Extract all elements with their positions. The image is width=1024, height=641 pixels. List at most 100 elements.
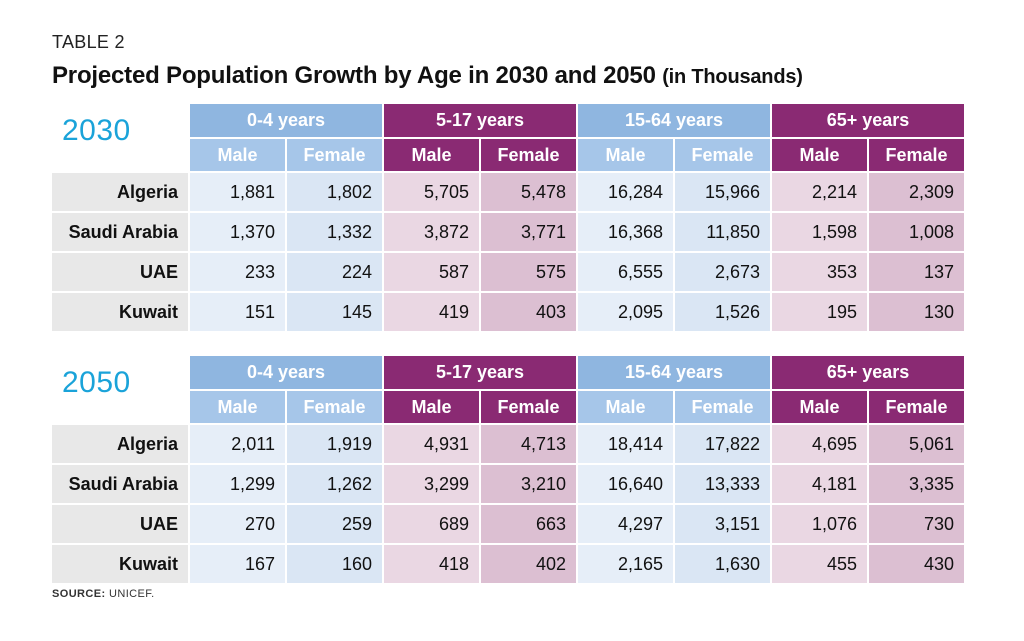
table-cell: 233 xyxy=(190,253,287,293)
table-cell: 5,061 xyxy=(869,425,966,465)
table-cell: 18,414 xyxy=(578,425,675,465)
table-cell: 689 xyxy=(384,505,481,545)
source-label: SOURCE: xyxy=(52,588,106,600)
table-cell: 419 xyxy=(384,293,481,333)
age-group-header: 5-17 years xyxy=(384,104,578,139)
year-label: 2050 xyxy=(62,366,131,399)
table-cell: 2,309 xyxy=(869,173,966,213)
table-cell: 455 xyxy=(772,545,869,585)
table-cell: 2,214 xyxy=(772,173,869,213)
title-text: Projected Population Growth by Age in 20… xyxy=(52,62,656,89)
sex-header: Male xyxy=(384,391,481,425)
table-cell: 1,332 xyxy=(287,213,384,253)
table-cell: 17,822 xyxy=(675,425,772,465)
table-cell: 16,640 xyxy=(578,465,675,505)
table-cell: 4,181 xyxy=(772,465,869,505)
table-cell: 3,872 xyxy=(384,213,481,253)
age-group-header: 0-4 years xyxy=(190,356,384,391)
table-cell: 1,919 xyxy=(287,425,384,465)
sex-header: Female xyxy=(675,391,772,425)
source-text: UNICEF. xyxy=(109,588,155,600)
table-cell: 1,008 xyxy=(869,213,966,253)
sex-header: Male xyxy=(578,139,675,173)
table-cell: 3,299 xyxy=(384,465,481,505)
table-cell: 4,931 xyxy=(384,425,481,465)
table-cell: 11,850 xyxy=(675,213,772,253)
age-group-header: 15-64 years xyxy=(578,104,772,139)
title-unit: (in Thousands) xyxy=(662,66,803,88)
table-cell: 1,370 xyxy=(190,213,287,253)
age-group-header: 65+ years xyxy=(772,356,966,391)
table-cell: 3,771 xyxy=(481,213,578,253)
table-cell: 730 xyxy=(869,505,966,545)
age-group-header: 15-64 years xyxy=(578,356,772,391)
table-cell: 575 xyxy=(481,253,578,293)
sex-header: Male xyxy=(772,391,869,425)
table-cell: 5,705 xyxy=(384,173,481,213)
table-cell: 16,284 xyxy=(578,173,675,213)
table-cell: 160 xyxy=(287,545,384,585)
table-cell: 1,076 xyxy=(772,505,869,545)
row-label: Kuwait xyxy=(52,545,190,585)
sex-header: Male xyxy=(772,139,869,173)
table-cell: 16,368 xyxy=(578,213,675,253)
table-cell: 151 xyxy=(190,293,287,333)
table-cell: 4,713 xyxy=(481,425,578,465)
table-cell: 403 xyxy=(481,293,578,333)
table-cell: 402 xyxy=(481,545,578,585)
sex-header: Male xyxy=(384,139,481,173)
table-cell: 1,526 xyxy=(675,293,772,333)
table-cell: 1,262 xyxy=(287,465,384,505)
row-label: Saudi Arabia xyxy=(52,465,190,505)
table-cell: 3,335 xyxy=(869,465,966,505)
table-cell: 3,210 xyxy=(481,465,578,505)
sex-header: Female xyxy=(287,139,384,173)
table-cell: 270 xyxy=(190,505,287,545)
source-note: SOURCE: UNICEF. xyxy=(52,588,155,600)
table-cell: 1,802 xyxy=(287,173,384,213)
table-cell: 224 xyxy=(287,253,384,293)
table-grid: 0-4 years 5-17 years 15-64 years 65+ years M… xyxy=(52,356,967,585)
sex-header: Male xyxy=(190,391,287,425)
table-cell: 3,151 xyxy=(675,505,772,545)
table-cell: 195 xyxy=(772,293,869,333)
row-label: UAE xyxy=(52,253,190,293)
age-group-header: 5-17 years xyxy=(384,356,578,391)
table-cell: 2,673 xyxy=(675,253,772,293)
table-cell: 1,299 xyxy=(190,465,287,505)
sex-header: Male xyxy=(578,391,675,425)
table-cell: 259 xyxy=(287,505,384,545)
year-label: 2030 xyxy=(62,114,131,147)
age-group-header: 0-4 years xyxy=(190,104,384,139)
table-cell: 1,881 xyxy=(190,173,287,213)
sex-header: Female xyxy=(481,391,578,425)
table-cell: 430 xyxy=(869,545,966,585)
row-label: Saudi Arabia xyxy=(52,213,190,253)
sex-header: Female xyxy=(481,139,578,173)
table-cell: 663 xyxy=(481,505,578,545)
table-cell: 15,966 xyxy=(675,173,772,213)
table-cell: 418 xyxy=(384,545,481,585)
table-cell: 1,598 xyxy=(772,213,869,253)
sex-header: Female xyxy=(869,391,966,425)
table-cell: 137 xyxy=(869,253,966,293)
row-label: Algeria xyxy=(52,425,190,465)
table-cell: 1,630 xyxy=(675,545,772,585)
table-kicker: TABLE 2 xyxy=(52,32,125,52)
table-cell: 13,333 xyxy=(675,465,772,505)
table-cell: 587 xyxy=(384,253,481,293)
table-grid: 0-4 years 5-17 years 15-64 years 65+ years M… xyxy=(52,104,967,333)
table-cell: 2,011 xyxy=(190,425,287,465)
table-cell: 353 xyxy=(772,253,869,293)
age-group-header: 65+ years xyxy=(772,104,966,139)
table-cell: 167 xyxy=(190,545,287,585)
page-title: Projected Population Growth by Age in 20… xyxy=(52,62,803,90)
table-cell: 2,165 xyxy=(578,545,675,585)
row-label: Kuwait xyxy=(52,293,190,333)
sex-header: Male xyxy=(190,139,287,173)
sex-header: Female xyxy=(675,139,772,173)
table-cell: 130 xyxy=(869,293,966,333)
row-label: Algeria xyxy=(52,173,190,213)
table-cell: 4,695 xyxy=(772,425,869,465)
table-cell: 2,095 xyxy=(578,293,675,333)
